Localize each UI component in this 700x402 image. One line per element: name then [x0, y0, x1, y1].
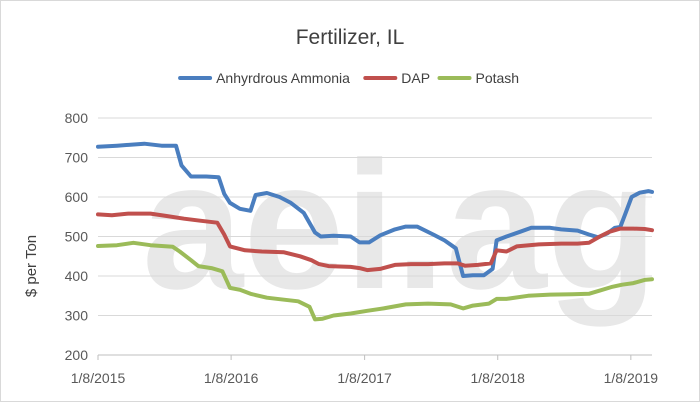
legend: Anhyrdrous Ammonia DAP Potash: [178, 70, 520, 86]
y-tick-label: 200: [65, 347, 89, 363]
series-lines: [96, 141, 654, 322]
series-line-dap: [96, 211, 654, 273]
series-line-potash: [96, 240, 654, 322]
y-tick-label: 300: [65, 308, 89, 324]
legend-label-anhyrdrous-ammonia: Anhyrdrous Ammonia: [216, 70, 350, 86]
chart-title: Fertilizer, IL: [296, 26, 405, 49]
legend-label-potash: Potash: [476, 70, 520, 86]
x-tick-label: 1/8/2016: [204, 370, 259, 386]
legend-label-dap: DAP: [401, 70, 430, 86]
series-line-anhyrdrous-ammonia: [96, 141, 654, 278]
x-tick-label: 1/8/2017: [337, 370, 392, 386]
y-tick-label: 400: [65, 268, 89, 284]
x-tick-label: 1/8/2019: [604, 370, 659, 386]
y-tick-label: 500: [65, 229, 89, 245]
y-tick-label: 700: [65, 150, 89, 166]
x-tick-label: 1/8/2015: [71, 370, 126, 386]
y-tick-label: 800: [65, 110, 89, 126]
y-tick-label: 600: [65, 189, 89, 205]
x-tick-label: 1/8/2018: [470, 370, 525, 386]
y-axis-label: $ per Ton: [23, 235, 40, 297]
x-axis: 1/8/2015 1/8/2016 1/8/2017 1/8/2018 1/8/2019: [71, 354, 659, 386]
y-axis: 200 300 400 500 600 700 800: [65, 110, 89, 363]
